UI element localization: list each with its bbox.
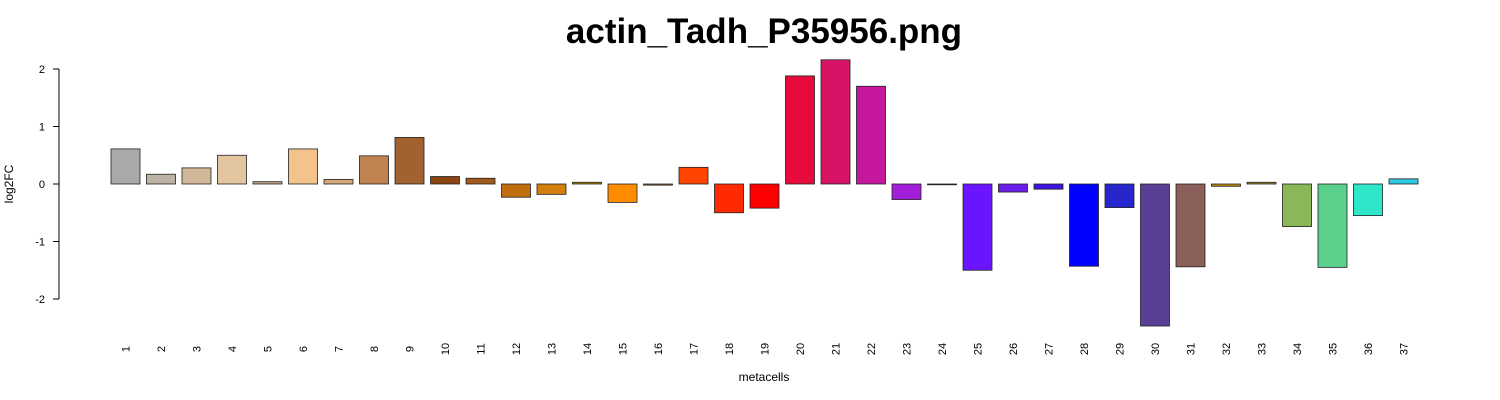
- x-tick-label: 19: [760, 343, 772, 355]
- bar-8: [359, 155, 389, 185]
- x-tick-label: 8: [369, 346, 381, 352]
- x-tick-labels: 1 2 3 4 5 6 7 8 9 10 11 12 13 14 15 16 17 18 19 20 21 22 23 24 2…: [121, 343, 1411, 355]
- x-tick-label: 23: [902, 343, 914, 355]
- bar-22: [856, 85, 886, 185]
- bar-3: [181, 167, 212, 185]
- bar-9: [394, 137, 425, 185]
- bar-37: [1388, 178, 1419, 185]
- x-tick-label: 6: [298, 346, 310, 352]
- x-tick-label: 35: [1328, 343, 1340, 355]
- chart-title: actin_Tadh_P35956.png: [566, 12, 962, 51]
- bar-20: [785, 75, 815, 185]
- bar-2: [146, 173, 176, 185]
- bar-5: [252, 181, 283, 185]
- bar-4: [217, 154, 247, 185]
- x-tick-label: 3: [192, 346, 204, 352]
- y-tick-label: -1: [35, 237, 45, 249]
- x-tick-label: 30: [1150, 343, 1162, 355]
- bars-group: [110, 59, 1419, 327]
- x-tick-label: 32: [1221, 343, 1233, 355]
- x-tick-label: 7: [334, 346, 346, 352]
- bar-34: [1282, 183, 1312, 227]
- bar-33: [1246, 181, 1277, 185]
- x-tick-label: 37: [1399, 343, 1411, 355]
- y-tick-label: 1: [39, 122, 45, 134]
- bar-31: [1175, 183, 1206, 268]
- x-tick-label: 36: [1363, 343, 1375, 355]
- x-tick-label: 24: [937, 343, 949, 355]
- x-tick-label: 9: [405, 346, 417, 352]
- y-axis: -2 -1 0 1 2: [35, 64, 60, 306]
- x-tick-label: 15: [618, 343, 630, 355]
- bar-27: [1033, 183, 1064, 190]
- bar-29: [1104, 183, 1135, 208]
- bar-26: [998, 183, 1028, 193]
- bar-25: [962, 183, 993, 271]
- bar-14: [572, 181, 602, 185]
- x-tick-label: 10: [440, 343, 452, 355]
- bar-16: [643, 183, 673, 186]
- bar-18: [714, 183, 744, 214]
- bar-28: [1069, 183, 1099, 267]
- x-tick-label: 34: [1292, 343, 1304, 355]
- x-tick-label: 28: [1079, 343, 1091, 355]
- bar-12: [501, 183, 531, 198]
- bar-30: [1140, 183, 1170, 327]
- y-axis-label: log2FC: [2, 164, 16, 203]
- bar-13: [536, 183, 567, 195]
- bar-10: [430, 176, 460, 185]
- x-tick-label: 29: [1115, 343, 1127, 355]
- x-tick-label: 13: [547, 343, 559, 355]
- x-tick-label: 1: [121, 346, 133, 352]
- x-tick-label: 25: [973, 343, 985, 355]
- x-tick-label: 2: [156, 346, 168, 352]
- x-tick-label: 33: [1257, 343, 1269, 355]
- bar-36: [1353, 183, 1383, 217]
- bar-6: [288, 148, 318, 185]
- x-tick-label: 21: [831, 343, 843, 355]
- x-tick-label: 31: [1186, 343, 1198, 355]
- y-tick-label: 2: [39, 64, 45, 76]
- bar-1: [110, 148, 141, 185]
- x-tick-label: 5: [263, 346, 275, 352]
- y-tick-label: -2: [35, 294, 45, 306]
- x-tick-label: 26: [1008, 343, 1020, 355]
- bar-19: [749, 183, 780, 209]
- x-tick-label: 4: [227, 346, 239, 352]
- x-tick-label: 16: [653, 343, 665, 355]
- y-tick-label: 0: [39, 179, 45, 191]
- x-tick-label: 11: [476, 343, 488, 354]
- x-tick-label: 18: [724, 343, 736, 355]
- bar-24: [927, 183, 957, 186]
- x-tick-label: 12: [511, 343, 523, 355]
- bar-23: [891, 183, 922, 200]
- x-tick-label: 20: [795, 343, 807, 355]
- x-tick-label: 17: [689, 343, 701, 355]
- bar-32: [1211, 183, 1241, 187]
- x-axis-label: metacells: [739, 370, 790, 384]
- bar-35: [1317, 183, 1348, 268]
- x-tick-label: 27: [1044, 343, 1056, 355]
- bar-15: [607, 183, 638, 203]
- x-tick-label: 22: [866, 343, 878, 355]
- bar-21: [820, 59, 851, 185]
- bar-17: [678, 166, 709, 185]
- x-tick-label: 14: [582, 343, 594, 355]
- bar-11: [465, 177, 496, 185]
- bar-7: [323, 178, 354, 185]
